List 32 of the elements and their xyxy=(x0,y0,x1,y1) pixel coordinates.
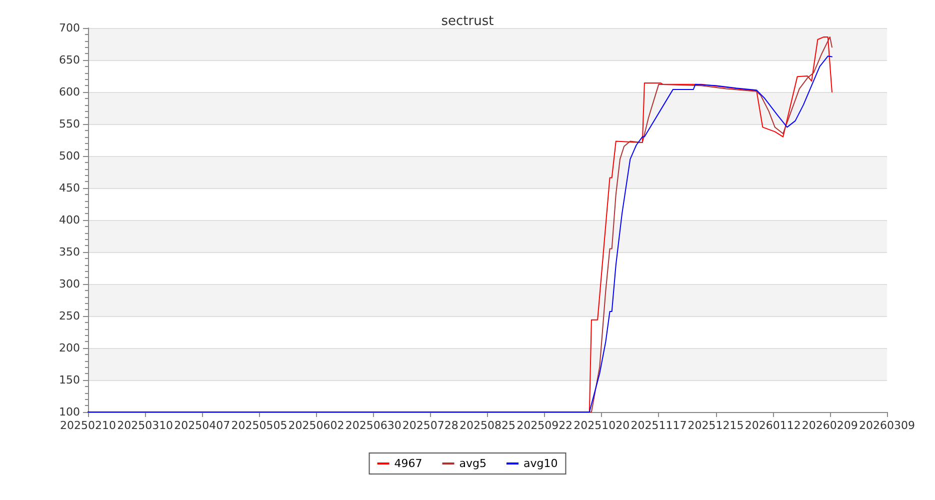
y-tick-label: 500 xyxy=(59,150,80,162)
x-tick-label: 20250505 xyxy=(231,419,288,432)
x-tick-label: 20250407 xyxy=(174,419,230,432)
x-tick-label: 20250922 xyxy=(516,419,573,432)
y-tick-label: 100 xyxy=(59,406,80,418)
x-tick-label: 20250310 xyxy=(117,419,174,432)
y-tick-label: 150 xyxy=(59,374,80,386)
y-tick-label: 200 xyxy=(59,342,80,354)
x-tick-label: 20251215 xyxy=(688,419,744,432)
x-tick-label: 20251020 xyxy=(574,419,630,432)
y-tick-label: 600 xyxy=(59,86,80,98)
legend-label: 4967 xyxy=(394,457,422,470)
x-tick-label: 20260309 xyxy=(859,419,915,432)
y-tick-label: 400 xyxy=(59,214,80,226)
x-tick-label: 20250602 xyxy=(288,419,344,432)
x-tick-label: 20250825 xyxy=(460,419,516,432)
legend-label: avg5 xyxy=(459,457,486,470)
x-tick-label: 20250630 xyxy=(345,419,402,432)
x-tick-label: 20250728 xyxy=(402,419,458,432)
y-tick-label: 650 xyxy=(59,54,80,66)
y-tick-label: 300 xyxy=(59,278,80,290)
y-tick-label: 550 xyxy=(59,118,80,130)
y-tick-label: 450 xyxy=(59,182,80,194)
x-tick-label: 20260209 xyxy=(802,419,858,432)
x-tick-label: 20250210 xyxy=(60,419,116,432)
chart-title: sectrust xyxy=(441,14,494,29)
y-tick-label: 250 xyxy=(59,310,80,322)
x-tick-label: 20251117 xyxy=(630,419,687,432)
legend-label: avg10 xyxy=(524,457,558,470)
x-tick-label: 20260112 xyxy=(744,419,801,432)
y-tick-label: 350 xyxy=(59,246,80,258)
y-tick-label: 700 xyxy=(59,22,80,34)
